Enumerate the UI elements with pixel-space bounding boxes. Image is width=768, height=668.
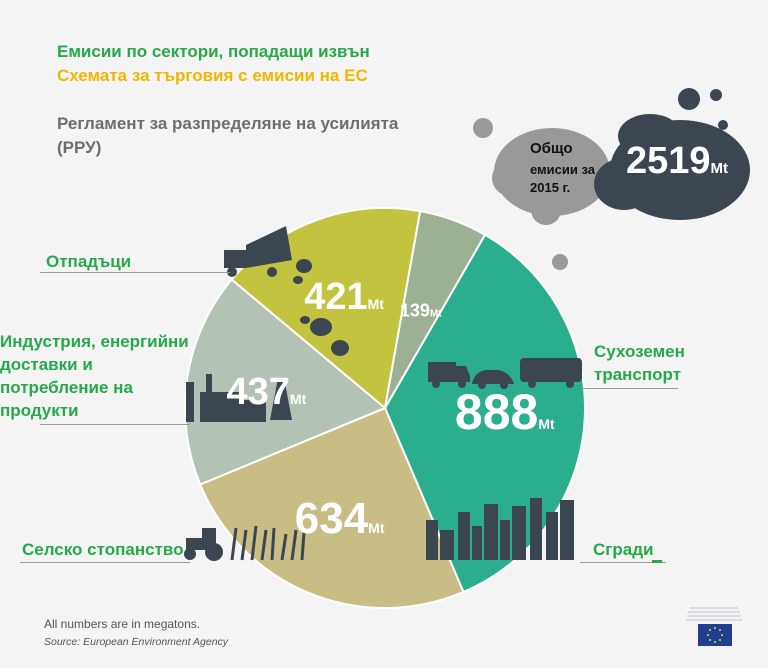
- label-transport-2: транспорт: [594, 365, 682, 384]
- city-icon: [426, 498, 574, 560]
- legend-line-3: Регламент за разпределяне на усилията: [57, 114, 399, 133]
- total-value: 2519Mt: [626, 140, 728, 183]
- buildings-marker: [652, 560, 662, 563]
- label-buildings: Сгради: [593, 540, 654, 559]
- footer-note: All numbers are in megatons.: [44, 617, 201, 631]
- rule-buildings: [580, 562, 666, 563]
- trash-bag-icon: [300, 316, 349, 356]
- label-industry-1: Индустрия, енергийни: [0, 332, 189, 351]
- garbage-truck-icon: [224, 226, 312, 284]
- total-label-2: емисии за: [530, 162, 596, 177]
- legend-line-4: (РРУ): [57, 138, 102, 157]
- total-number: 2519: [626, 140, 711, 182]
- label-agriculture: Селско стопанство: [22, 540, 184, 559]
- total-label-1: Общо: [530, 140, 573, 157]
- legend-line-2: Схемата за търговия с емисии на ЕС: [57, 66, 368, 85]
- value-label-industry: 421Mt: [304, 276, 384, 318]
- value-label-transport: 888Mt: [455, 384, 555, 440]
- value-label-waste: 139Mt: [400, 300, 442, 320]
- tractor-icon: [184, 528, 223, 561]
- footer-source: Source: European Environment Agency: [44, 636, 229, 648]
- legend-line-1: Емисии по сектори, попадащи извън: [57, 42, 370, 61]
- wheat-icon: [230, 525, 306, 561]
- rule-agriculture: [20, 562, 190, 563]
- label-industry-3: потребление на: [0, 378, 133, 397]
- total-label-3: 2015 г.: [530, 180, 571, 195]
- eu-council-logo: [684, 604, 744, 648]
- value-label-buildings: 634Mt: [295, 494, 385, 543]
- label-industry-4: продукти: [0, 401, 79, 420]
- slice-waste: [384, 209, 487, 409]
- vehicles-icon: [428, 358, 582, 389]
- slice-agriculture: [184, 278, 387, 486]
- rule-waste: [40, 272, 230, 273]
- rule-industry: [40, 424, 190, 425]
- cloud-icon: [473, 88, 750, 270]
- rule-transport: [582, 388, 678, 389]
- label-transport-1: Сухоземен: [594, 342, 685, 361]
- label-industry-2: доставки и: [0, 355, 93, 374]
- value-label-agriculture: 437Mt: [227, 371, 307, 413]
- label-waste: Отпадъци: [46, 252, 132, 271]
- factory-icon: [186, 374, 292, 422]
- total-unit: Mt: [710, 160, 729, 177]
